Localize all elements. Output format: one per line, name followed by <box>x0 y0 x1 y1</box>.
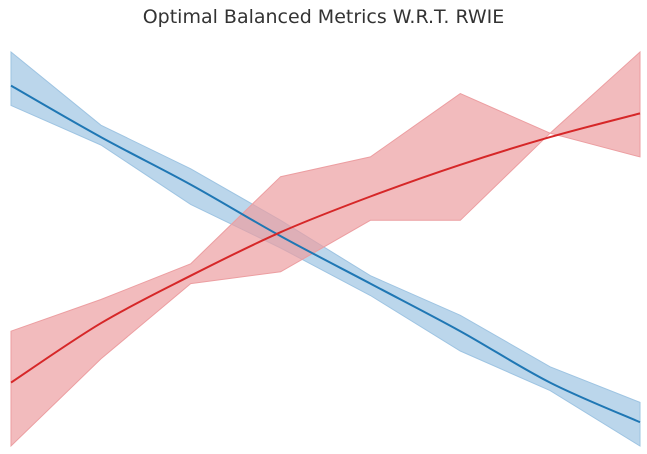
band-series-2 <box>10 50 641 448</box>
confidence-bands <box>10 50 641 448</box>
series-lines <box>10 84 641 424</box>
band-series-1 <box>10 50 641 447</box>
line-series-1 <box>10 84 641 424</box>
line-series-2 <box>10 112 641 384</box>
chart-title: Optimal Balanced Metrics W.R.T. RWIE <box>142 6 505 28</box>
